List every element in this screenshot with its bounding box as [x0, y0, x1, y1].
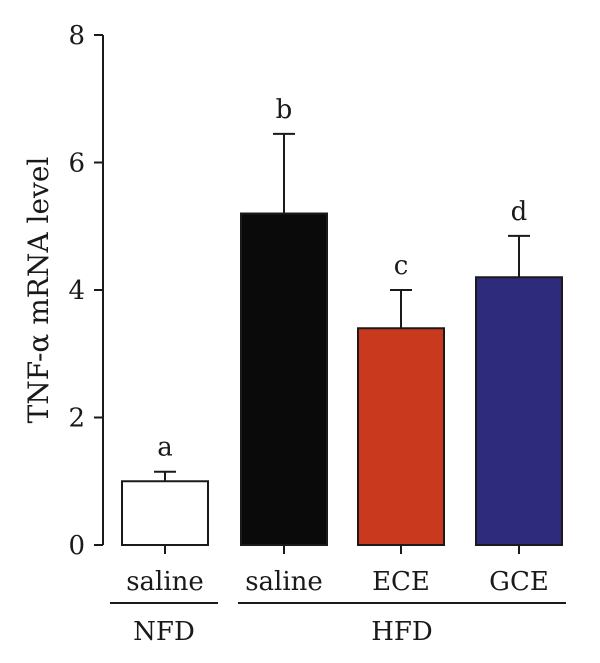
error-bars: [154, 132, 530, 482]
significance-letter: d: [511, 197, 528, 227]
category-label: saline: [126, 567, 204, 597]
bars: [121, 212, 563, 546]
y-tick-label: 2: [68, 404, 85, 434]
group-label: HFD: [371, 617, 433, 647]
significance-letter: b: [276, 95, 293, 125]
bar: [121, 480, 209, 546]
axes: 0 2 4 6 8: [68, 21, 566, 604]
y-tick-label: 0: [68, 531, 85, 561]
y-tick-label: 4: [68, 276, 85, 306]
labels: a saline b saline c ECE d GCE NFD HFD: [126, 95, 549, 647]
y-tick-label: 6: [68, 149, 85, 179]
y-tick-label: 8: [68, 21, 85, 51]
category-label: ECE: [372, 567, 430, 597]
bar: [357, 327, 445, 546]
y-axis-label: TNF-α mRNA level: [22, 157, 55, 424]
significance-letter: a: [157, 433, 173, 463]
bar: [475, 276, 563, 546]
category-label: saline: [245, 567, 323, 597]
category-label: GCE: [489, 567, 549, 597]
significance-letter: c: [394, 251, 409, 281]
group-label: NFD: [133, 617, 195, 647]
bar: [240, 212, 328, 546]
